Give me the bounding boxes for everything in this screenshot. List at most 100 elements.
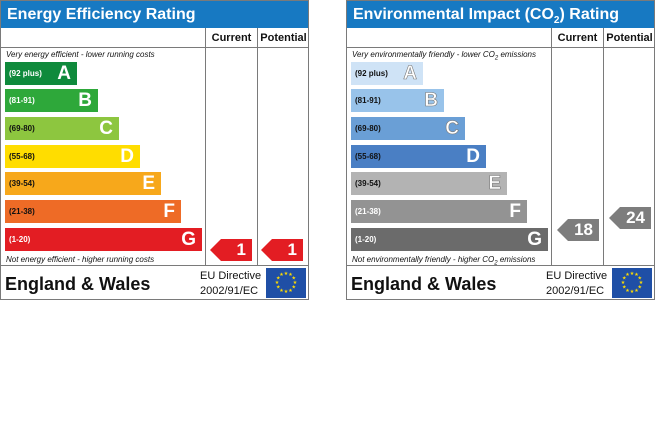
band-letter: B	[424, 90, 438, 112]
svg-text:★: ★	[638, 276, 643, 282]
band-range: (21-38)	[9, 207, 35, 216]
eu-flag-icon: ★ ★ ★ ★ ★ ★ ★ ★ ★ ★ ★ ★	[612, 268, 652, 298]
potential-rating-value: 24	[626, 208, 645, 227]
band-b: (81-91) B	[5, 89, 98, 112]
band-d: (55-68) D	[351, 145, 486, 168]
band-letter: C	[99, 118, 113, 139]
environmental-impact-chart: Environmental Impact (CO2) Rating Curren…	[346, 0, 655, 300]
divider	[551, 28, 552, 265]
band-f: (21-38) F	[5, 200, 181, 223]
band-g: (1-20) G	[351, 228, 548, 251]
band-g: (1-20) G	[5, 228, 202, 251]
arrow-shape	[609, 207, 651, 229]
svg-text:★: ★	[292, 285, 297, 291]
divider	[205, 28, 206, 265]
svg-text:★: ★	[625, 272, 630, 278]
divider	[347, 265, 654, 266]
directive-line-2: 2002/91/EC	[200, 285, 259, 297]
band-letter: G	[527, 229, 542, 250]
band-e: (39-54) E	[5, 172, 161, 195]
arrow-shape	[210, 239, 252, 261]
band-f: (21-38) F	[351, 200, 527, 223]
divider	[1, 265, 308, 266]
band-d: (55-68) D	[5, 145, 140, 168]
band-letter: B	[78, 90, 92, 111]
svg-text:★: ★	[621, 280, 626, 286]
current-rating-arrow: 1	[210, 239, 252, 261]
directive-label: EU Directive 2002/91/EC	[200, 269, 261, 299]
divider	[1, 47, 308, 48]
divider	[257, 28, 258, 265]
svg-text:★: ★	[630, 271, 635, 277]
band-range: (1-20)	[9, 235, 31, 244]
band-range: (81-91)	[355, 96, 381, 105]
band-c: (69-80) C	[351, 117, 465, 140]
svg-text:★: ★	[634, 272, 639, 278]
country-label: England & Wales	[351, 274, 497, 294]
svg-text:★: ★	[630, 289, 635, 295]
svg-text:★: ★	[288, 288, 293, 294]
arrow-shape	[557, 219, 599, 241]
divider	[603, 28, 604, 265]
energy-efficiency-chart: Energy Efficiency Rating Current Potenti…	[0, 0, 309, 300]
band-range: (21-38)	[355, 207, 381, 216]
country-label: England & Wales	[5, 274, 151, 294]
arrow-shape	[261, 239, 303, 261]
band-range: (55-68)	[355, 152, 381, 161]
svg-text:★: ★	[276, 285, 281, 291]
band-a: (92 plus) A	[351, 62, 423, 85]
band-range: (39-54)	[355, 179, 381, 188]
potential-rating-arrow: 1	[261, 239, 303, 261]
directive-line-1: EU Directive	[546, 270, 608, 282]
top-note: Very energy efficient - lower running co…	[6, 50, 155, 59]
bottom-note: Not environmentally friendly - higher CO…	[352, 255, 536, 267]
top-note: Very environmentally friendly - lower CO…	[352, 50, 537, 62]
svg-text:★: ★	[276, 276, 281, 282]
potential-rating-value: 1	[287, 240, 297, 259]
svg-text:★: ★	[638, 285, 643, 291]
directive-line-2: 2002/91/EC	[546, 285, 605, 297]
band-c: (69-80) C	[5, 117, 119, 140]
current-rating-arrow: 18	[557, 219, 599, 241]
band-e: (39-54) E	[351, 172, 507, 195]
band-letter: E	[488, 173, 501, 195]
svg-text:★: ★	[293, 280, 298, 286]
band-range: (55-68)	[9, 152, 35, 161]
svg-text:★: ★	[284, 271, 289, 277]
band-range: (92 plus)	[9, 69, 42, 78]
svg-text:★: ★	[279, 288, 284, 294]
svg-text:★: ★	[288, 272, 293, 278]
band-letter: D	[120, 146, 134, 167]
band-range: (39-54)	[9, 179, 35, 188]
band-range: (1-20)	[355, 235, 377, 244]
svg-text:★: ★	[284, 289, 289, 295]
potential-column-header: Potential	[606, 32, 653, 44]
energy-chart-title: Energy Efficiency Rating	[1, 1, 308, 28]
directive-label: EU Directive 2002/91/EC	[546, 269, 607, 299]
svg-text:★: ★	[622, 276, 627, 282]
current-rating-value: 1	[236, 240, 246, 259]
band-letter: D	[466, 146, 480, 167]
band-range: (92 plus)	[355, 69, 388, 78]
svg-text:★: ★	[622, 285, 627, 291]
band-range: (81-91)	[9, 96, 35, 105]
band-range: (69-80)	[9, 124, 35, 133]
band-letter: A	[57, 63, 71, 84]
svg-text:★: ★	[279, 272, 284, 278]
band-b: (81-91) B	[351, 89, 444, 112]
potential-column-header: Potential	[260, 32, 307, 44]
band-range: (69-80)	[355, 124, 381, 133]
divider	[347, 47, 654, 48]
band-letter: F	[163, 201, 175, 222]
bottom-note: Not energy efficient - higher running co…	[6, 255, 155, 264]
current-rating-value: 18	[574, 220, 593, 239]
potential-rating-arrow: 24	[609, 207, 651, 229]
band-letter: G	[181, 229, 196, 250]
eu-flag-icon: ★ ★ ★ ★ ★ ★ ★ ★ ★ ★ ★ ★	[266, 268, 306, 298]
svg-text:★: ★	[625, 288, 630, 294]
svg-text:★: ★	[639, 280, 644, 286]
svg-text:★: ★	[275, 280, 280, 286]
svg-text:★: ★	[634, 288, 639, 294]
band-a: (92 plus) A	[5, 62, 77, 85]
svg-text:★: ★	[292, 276, 297, 282]
